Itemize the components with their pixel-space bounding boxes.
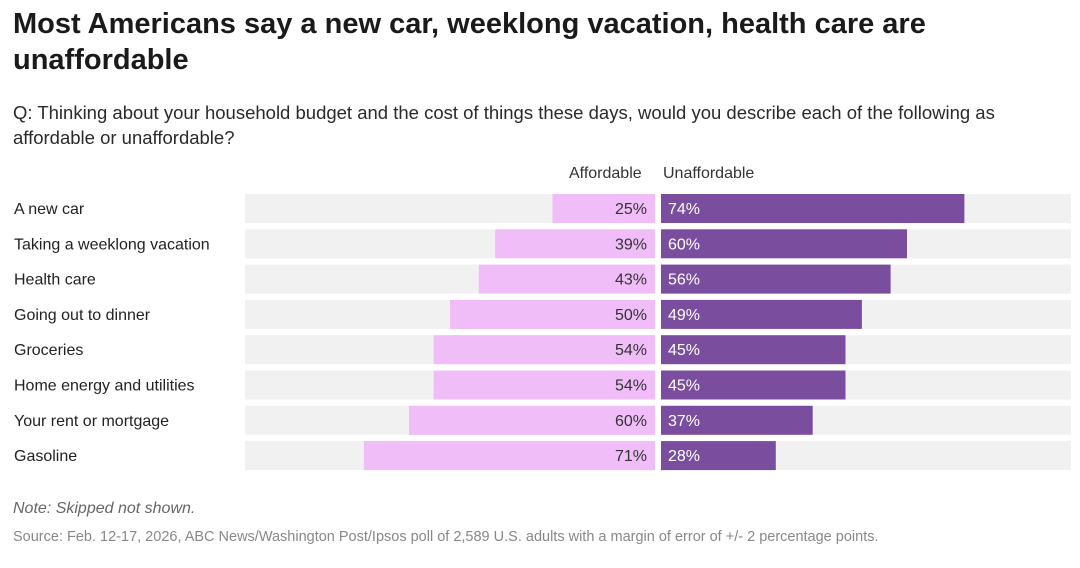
- bar-unaffordable: [661, 370, 846, 400]
- bar-unaffordable: [661, 264, 891, 294]
- legend-affordable: Affordable: [569, 165, 642, 182]
- data-label-unaffordable: 28%: [668, 448, 700, 465]
- data-label-unaffordable: 56%: [668, 272, 700, 289]
- category-label: Gasoline: [14, 448, 77, 465]
- data-label-unaffordable: 45%: [668, 378, 700, 395]
- chart-title: Most Americans say a new car, weeklong v…: [13, 8, 926, 76]
- category-label: Groceries: [14, 342, 83, 359]
- bar-affordable: [552, 194, 655, 223]
- bar-affordable: [433, 370, 655, 400]
- bar-affordable: [450, 299, 655, 329]
- data-label-affordable: 60%: [615, 413, 647, 430]
- bar-affordable: [409, 405, 655, 435]
- bar-affordable: [478, 264, 655, 294]
- category-label: Taking a weeklong vacation: [14, 236, 210, 253]
- legend-unaffordable: Unaffordable: [663, 165, 755, 182]
- category-label: Health care: [14, 272, 96, 289]
- bar-affordable: [495, 229, 655, 259]
- chart-area: A new car 25% 74% Taking a weeklong vacatio…: [14, 194, 1071, 471]
- data-label-unaffordable: 60%: [668, 236, 700, 253]
- bar-unaffordable: [661, 299, 862, 329]
- data-label-affordable: 25%: [615, 201, 647, 218]
- data-label-unaffordable: 45%: [668, 342, 700, 359]
- data-label-affordable: 50%: [615, 307, 647, 324]
- bar-unaffordable: [661, 229, 907, 259]
- category-label: A new car: [14, 201, 85, 218]
- category-label: Going out to dinner: [14, 307, 151, 324]
- chart-source: Source: Feb. 12-17, 2026, ABC News/Washi…: [13, 529, 879, 545]
- bar-unaffordable: [661, 194, 965, 223]
- bar-unaffordable: [661, 335, 846, 365]
- data-label-affordable: 39%: [615, 236, 647, 253]
- chart-note: Note: Skipped not shown.: [13, 500, 196, 517]
- data-label-unaffordable: 74%: [668, 201, 700, 218]
- chart-subtitle: Q: Thinking about your household budget …: [13, 102, 995, 148]
- data-label-unaffordable: 37%: [668, 413, 700, 430]
- category-label: Home energy and utilities: [14, 378, 195, 395]
- data-label-affordable: 43%: [615, 272, 647, 289]
- data-label-affordable: 54%: [615, 342, 647, 359]
- bar-unaffordable: [661, 405, 813, 435]
- bar-affordable: [433, 335, 655, 365]
- data-label-affordable: 54%: [615, 378, 647, 395]
- bar-unaffordable: [661, 441, 776, 471]
- data-label-affordable: 71%: [615, 448, 647, 465]
- data-label-unaffordable: 49%: [668, 307, 700, 324]
- bar-affordable: [363, 441, 655, 471]
- category-label: Your rent or mortgage: [14, 413, 169, 430]
